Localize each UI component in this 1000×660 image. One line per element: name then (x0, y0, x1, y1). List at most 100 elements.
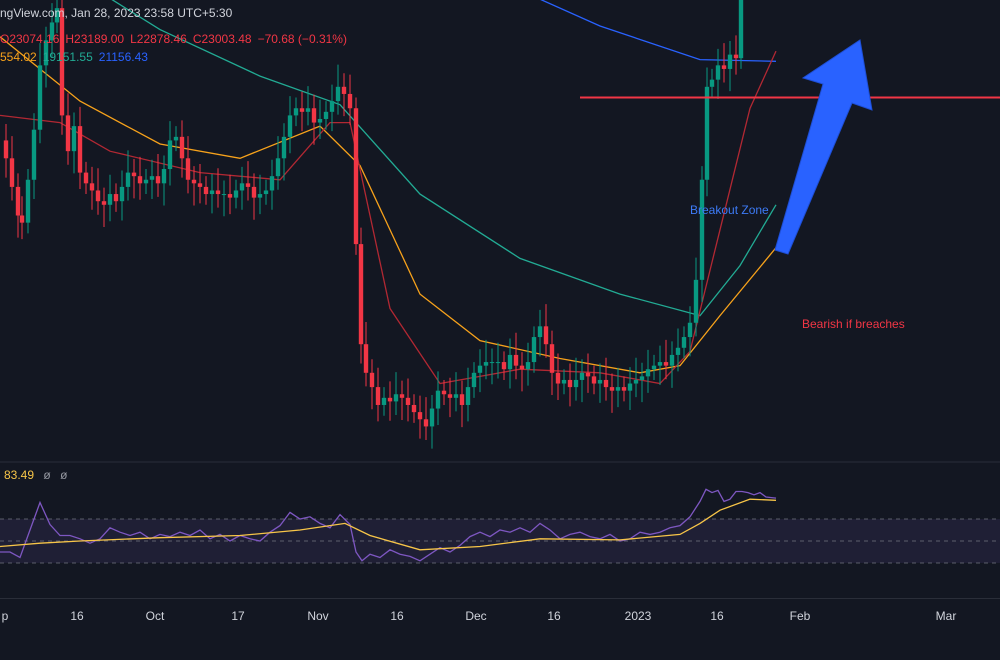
candle-body-48 (281, 136, 287, 159)
candle-body-45 (263, 190, 269, 195)
candle-body-93 (549, 344, 555, 373)
candle-body-28 (161, 169, 167, 184)
time-axis[interactable]: p 16 Oct 17 Nov 16 Dec 16 2023 16 Feb Mar (0, 598, 1000, 629)
x-tick-label-11: Mar (935, 609, 957, 623)
candle-body-4 (19, 215, 25, 223)
ohlc-value-3: C23003.48 (192, 32, 252, 46)
candle-body-100 (591, 376, 597, 384)
candle-body-33 (191, 179, 197, 184)
ma-line-0 (540, 0, 777, 62)
candle-body-30 (173, 136, 179, 141)
candle-body-34 (197, 183, 203, 187)
ma-line-3 (0, 50, 777, 385)
candle-body-2 (9, 158, 15, 187)
candle-body-13 (71, 126, 77, 152)
candle-body-32 (185, 158, 191, 180)
source-text: ngView.com, Jan 28, 2023 23:58 UTC+5:30 (0, 6, 233, 20)
candle-body-90 (531, 337, 537, 363)
candle-body-60 (353, 108, 359, 245)
rsi-panel (0, 461, 1000, 564)
candle-body-8 (43, 40, 49, 66)
candle-body-115 (681, 337, 687, 348)
candle-body-65 (381, 397, 387, 405)
x-tick-label-1: 16 (70, 609, 84, 623)
candle-body-12 (65, 115, 71, 152)
x-tick-label-5: 16 (390, 609, 404, 623)
rsi-extra-2: ø (60, 468, 68, 482)
candle-body-72 (423, 419, 429, 427)
candle-body-86 (507, 354, 513, 370)
candle-body-106 (627, 383, 633, 391)
candle-body-27 (155, 176, 161, 184)
rsi-line (0, 488, 777, 562)
candle-body-9 (49, 22, 55, 41)
price-chart[interactable]: Breakout Zone Bearish if breaches (0, 0, 1000, 598)
candle-body-108 (639, 376, 645, 380)
candle-body-43 (251, 186, 257, 198)
candle-body-26 (149, 176, 155, 180)
candle-body-35 (203, 186, 209, 195)
x-tick-label-0: p (1, 609, 9, 623)
candle-body-3 (15, 186, 21, 216)
candle-body-107 (633, 379, 639, 384)
candle-body-80 (471, 372, 477, 388)
candle-body-112 (663, 362, 669, 366)
candle-body-38 (221, 194, 227, 196)
candle-body-94 (555, 372, 561, 384)
candle-body-97 (573, 379, 579, 388)
candle-body-103 (609, 387, 615, 391)
candle-body-91 (537, 326, 543, 338)
x-tick-label-3: 17 (231, 609, 245, 623)
candle-body-121 (715, 65, 721, 80)
candle-body-99 (585, 372, 591, 377)
candle-body-114 (675, 347, 681, 355)
candle-body-79 (465, 387, 471, 405)
candle-body-62 (363, 344, 369, 373)
candle-body-51 (299, 108, 305, 112)
x-tick-label-2: Oct (145, 609, 165, 623)
candle-body-125 (738, 0, 744, 59)
candle-body-37 (215, 190, 221, 195)
arrow-shape (774, 39, 873, 255)
candle-body-5 (25, 179, 31, 223)
candle-body-31 (179, 136, 185, 159)
candlesticks (3, 0, 744, 449)
candle-body-111 (657, 362, 663, 366)
candle-body-16 (89, 183, 95, 191)
candle-body-20 (113, 194, 119, 202)
candle-body-92 (543, 326, 549, 345)
ma-value-1: 19151.55 (42, 50, 93, 64)
candle-body-95 (561, 379, 567, 384)
rsi-ma-line (0, 498, 777, 551)
ohlc-value-4: −70.68 (−0.31%) (257, 32, 347, 46)
candle-body-76 (447, 394, 453, 398)
candle-body-78 (459, 394, 465, 405)
x-tick-label-8: 2023 (624, 609, 652, 623)
x-tick-label-7: 16 (547, 609, 561, 623)
candle-body-89 (525, 362, 531, 370)
ohlc-value-0: O23074.16 (0, 32, 60, 46)
bullish-arrow (774, 39, 873, 255)
candle-body-69 (405, 397, 411, 405)
candle-body-74 (435, 390, 441, 409)
candle-body-87 (513, 354, 519, 366)
candle-body-122 (721, 65, 727, 69)
candle-body-39 (227, 194, 233, 198)
candle-body-70 (411, 404, 417, 413)
candle-body-82 (483, 362, 489, 366)
candle-body-18 (101, 201, 107, 205)
candle-body-101 (597, 379, 603, 384)
candle-body-15 (83, 172, 89, 184)
candle-body-36 (209, 190, 215, 195)
candle-body-64 (375, 387, 381, 405)
x-tick-label-4: Nov (307, 609, 329, 623)
rsi-header: 83.49 ø ø (4, 468, 67, 482)
candle-body-104 (615, 387, 621, 391)
candle-body-46 (269, 176, 275, 191)
candle-body-67 (393, 394, 399, 402)
candle-body-57 (335, 86, 341, 102)
ohlc-value-2: L22878.46 (130, 32, 187, 46)
ma-line-1 (111, 0, 777, 317)
ohlc-row: O23074.16 H23189.00 L22878.46 C23003.48 −70.… (0, 32, 353, 46)
